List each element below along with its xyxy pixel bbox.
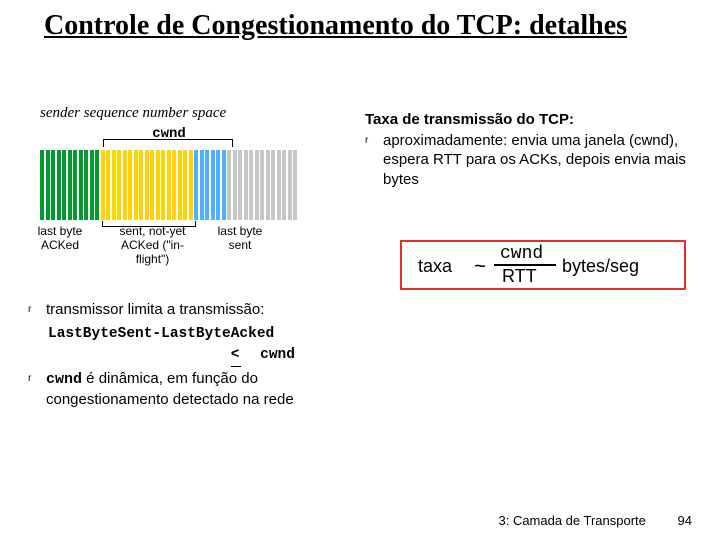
seq-bar [260, 150, 264, 220]
seq-bar [112, 150, 116, 220]
seq-bar [282, 150, 286, 220]
lower-bullet-2-rest: é dinâmica, em função do congestionament… [46, 370, 294, 408]
seq-bar [156, 150, 160, 220]
bullet-icon: r [365, 131, 383, 189]
seq-bar [211, 150, 215, 220]
seq-bar [84, 150, 88, 220]
seq-bar [62, 150, 66, 220]
seq-bar [150, 150, 154, 220]
seq-bar [167, 150, 171, 220]
formula-rate: taxa [418, 256, 452, 277]
lower-bullet-1: transmissor limita a transmissão: [46, 300, 373, 320]
label-in-flight: sent, not-yet ACKed ("in-flight") [110, 225, 195, 266]
seq-bar [106, 150, 110, 220]
seq-bar [117, 150, 121, 220]
lower-left-bullets: r transmissor limita a transmissão: Last… [28, 300, 373, 410]
seq-bar [123, 150, 127, 220]
seq-bar [90, 150, 94, 220]
leq-icon: < [231, 345, 243, 365]
cwnd-bracket [103, 139, 233, 147]
seq-bar [95, 150, 99, 220]
bullet-icon: r [28, 300, 46, 320]
constraint-line: LastByteSent-LastByteAcked < cwnd [48, 324, 373, 365]
seq-bar [189, 150, 193, 220]
constraint-rhs: cwnd [260, 347, 295, 363]
seq-bar [178, 150, 182, 220]
seq-bar [134, 150, 138, 220]
constraint-lhs: LastByteSent-LastByteAcked [48, 326, 274, 342]
footer: 3: Camada de Transporte 94 [498, 513, 692, 528]
seq-bar [68, 150, 72, 220]
seq-bar [200, 150, 204, 220]
seq-bar [216, 150, 220, 220]
seq-bar [194, 150, 198, 220]
seq-bar [183, 150, 187, 220]
seq-bar [128, 150, 132, 220]
seq-bar [161, 150, 165, 220]
seq-bar [227, 150, 231, 220]
formula-cwnd: cwnd [500, 244, 543, 264]
label-last-sent: last byte sent [210, 225, 270, 253]
bullet-icon: r [28, 369, 46, 411]
formula-approx-eq: ~~ [474, 256, 495, 277]
seq-bar [288, 150, 292, 220]
seq-bar [205, 150, 209, 220]
seq-bar [101, 150, 105, 220]
page-title: Controle de Congestionamento do TCP: det… [44, 10, 627, 42]
seq-bar [244, 150, 248, 220]
seq-bar [172, 150, 176, 220]
seq-bar [57, 150, 61, 220]
seqspace-caption: sender sequence number space [40, 105, 226, 122]
seq-bar [233, 150, 237, 220]
seq-bar [222, 150, 226, 220]
seq-bar [238, 150, 242, 220]
seq-bar [255, 150, 259, 220]
seq-bar [293, 150, 297, 220]
seq-bar [46, 150, 50, 220]
seq-bar [266, 150, 270, 220]
seq-bar [145, 150, 149, 220]
seq-bar [249, 150, 253, 220]
rate-formula-box: taxa ~~ cwnd RTT bytes/seg [400, 240, 686, 290]
tcp-rate-bullet: aproximadamente: envia uma janela (cwnd)… [383, 131, 700, 189]
seq-bar [40, 150, 44, 220]
cwnd-inline: cwnd [46, 371, 82, 388]
right-column: Taxa de transmissão do TCP: r aproximada… [365, 110, 700, 189]
formula-rtt: RTT [502, 266, 537, 287]
seq-bar [277, 150, 281, 220]
seq-bar [79, 150, 83, 220]
formula-unit: bytes/seg [562, 256, 639, 277]
footer-chapter: 3: Camada de Transporte [498, 513, 645, 528]
seq-bar [51, 150, 55, 220]
sequence-bars [40, 150, 297, 220]
lower-bullet-2: cwnd é dinâmica, em função do congestion… [46, 369, 373, 411]
seq-bar [73, 150, 77, 220]
footer-page: 94 [678, 513, 692, 528]
label-last-acked: last byte ACKed [25, 225, 95, 253]
tcp-rate-title: Taxa de transmissão do TCP: [365, 110, 700, 129]
seq-bar [271, 150, 275, 220]
seq-bar [139, 150, 143, 220]
